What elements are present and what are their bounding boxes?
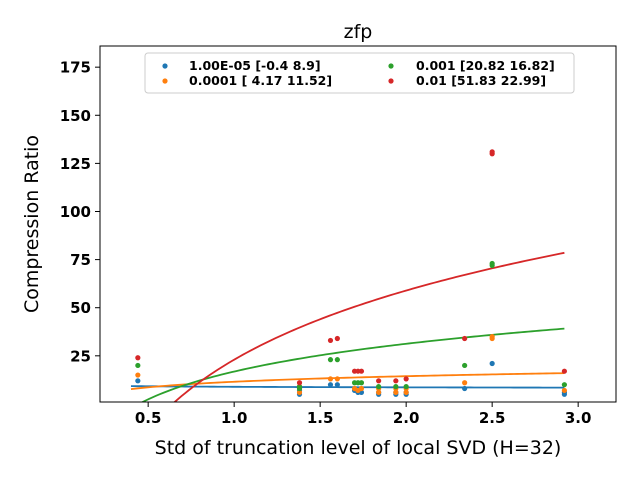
y-axis: 25 50 75 100 125 150 175 [60, 59, 100, 365]
point-2-13 [489, 260, 495, 267]
point-3-0 [135, 355, 141, 361]
x-tick-label-1: 1.0 [221, 409, 248, 427]
y-axis-label: Compression Ratio [21, 135, 43, 313]
plot-frame [99, 45, 617, 403]
point-1-2 [296, 389, 303, 395]
point-1-9 [376, 389, 382, 395]
legend-marker-1 [162, 78, 168, 84]
fit-line-1 [130, 372, 565, 391]
point-1-7 [358, 385, 365, 392]
plot-content [130, 149, 568, 402]
chart-title: zfp [344, 21, 373, 43]
x-tick-label-4: 2.5 [479, 409, 506, 427]
point-3-2 [327, 337, 334, 344]
point-2-4 [334, 357, 340, 363]
y-tick-label-0: 25 [70, 347, 91, 365]
point-2-10 [403, 384, 409, 390]
point-2-8 [376, 384, 382, 390]
point-3-12 [489, 149, 495, 155]
point-0-17 [561, 391, 568, 397]
point-2-0 [135, 362, 141, 369]
y-tick-label-5: 150 [60, 107, 91, 125]
point-3-13 [561, 368, 568, 374]
x-tick-label-0: 0.5 [135, 409, 162, 427]
point-0-0 [135, 378, 141, 384]
legend-label-1: 0.0001 [ 4.17 11.52] [189, 73, 332, 88]
point-3-1 [296, 380, 303, 386]
point-1-14 [462, 380, 468, 386]
point-1-13 [403, 389, 409, 395]
y-tick-label-2: 75 [70, 251, 91, 269]
point-3-6 [358, 368, 365, 374]
point-1-11 [393, 389, 399, 395]
legend-box [144, 52, 575, 94]
legend-marker-2 [388, 63, 394, 69]
point-3-7 [376, 378, 382, 384]
point-1-16 [489, 335, 495, 342]
point-2-11 [462, 362, 468, 369]
point-2-14 [561, 382, 568, 388]
point-3-8 [393, 378, 399, 384]
legend-label-3: 0.01 [51.83 22.99] [416, 73, 546, 88]
x-axis: 0.5 1.0 1.5 2.0 2.5 3.0 [135, 402, 592, 427]
legend-marker-3 [388, 78, 394, 84]
legend: 1.00E-05 [-0.4 8.9] 0.0001 [ 4.17 11.52]… [144, 52, 575, 94]
legend-label-2: 0.001 [20.82 16.82] [416, 58, 555, 73]
point-2-2 [296, 385, 303, 392]
x-axis-label: Std of truncation level of local SVD (H=… [155, 437, 562, 459]
fit-line-2 [140, 327, 565, 402]
point-1-4 [334, 376, 340, 382]
point-1-3 [327, 376, 334, 382]
point-1-17 [561, 387, 568, 394]
x-tick-label-3: 2.0 [393, 409, 420, 427]
legend-marker-0 [162, 63, 168, 69]
point-0-4 [334, 382, 340, 388]
fit-line-0 [130, 385, 565, 389]
point-3-10 [462, 335, 468, 342]
point-2-3 [327, 357, 334, 363]
legend-label-0: 1.00E-05 [-0.4 8.9] [189, 58, 321, 73]
point-1-0 [135, 372, 141, 378]
point-0-3 [327, 382, 334, 388]
x-tick-label-5: 3.0 [565, 409, 592, 427]
y-tick-label-1: 50 [70, 299, 91, 317]
point-2-7 [358, 380, 365, 386]
y-tick-label-6: 175 [60, 59, 91, 77]
point-2-9 [393, 384, 399, 390]
point-0-15 [489, 360, 495, 367]
y-tick-label-4: 125 [60, 155, 91, 173]
y-tick-label-3: 100 [60, 203, 91, 221]
point-3-3 [334, 335, 340, 342]
point-3-9 [403, 376, 409, 382]
x-tick-label-2: 1.5 [307, 409, 334, 427]
point-0-14 [462, 385, 468, 392]
fit-line-3 [173, 251, 565, 402]
